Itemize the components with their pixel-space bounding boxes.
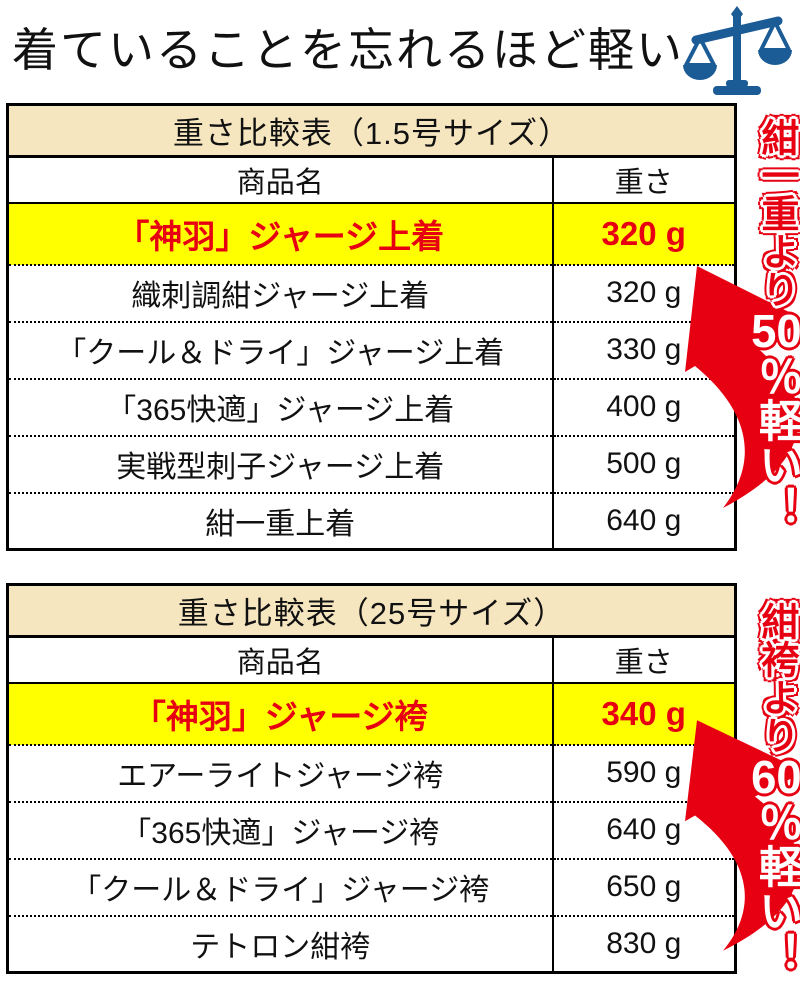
callout-60-percent-lighter: 紺袴より60％軽い！ [741,602,800,976]
table-row: テトロン紺袴 830 g [7,914,736,973]
column-header-weight: 重さ [552,636,736,684]
column-header-weight: 重さ [552,156,736,204]
product-name-cell: テトロン紺袴 [7,914,554,973]
table-row: 織刺調紺ジャージ上着 320 g [7,263,736,322]
table-caption-row: 重さ比較表（25号サイズ） [7,584,736,638]
product-name-cell: 「神羽」ジャージ上着 [7,202,554,265]
weight-cell: 640 g [552,491,736,550]
column-header-product: 商品名 [7,636,554,684]
callout-50-percent-lighter: 紺一重より50％軽い！ [741,118,800,530]
column-header-product: 商品名 [7,156,554,204]
weight-cell: 320 g [552,202,736,265]
table-caption: 重さ比較表（1.5号サイズ） [7,104,736,158]
product-name-cell: 実戦型刺子ジャージ上着 [7,434,554,493]
table-row-highlight: 「神羽」ジャージ上着 320 g [7,202,736,265]
product-name-cell: 「神羽」ジャージ袴 [7,682,554,745]
weight-cell: 830 g [552,914,736,973]
product-name-cell: 紺一重上着 [7,491,554,550]
table-row: 実戦型刺子ジャージ上着 500 g [7,434,736,493]
weight-cell: 340 g [552,682,736,745]
product-name-cell: 「クール＆ドライ」ジャージ袴 [7,857,554,916]
weight-cell: 400 g [552,377,736,436]
page-title: 着ていることを忘れるほど軽い [12,25,684,76]
table-row-highlight: 「神羽」ジャージ袴 340 g [7,682,736,745]
weight-cell: 650 g [552,857,736,916]
table-caption-row: 重さ比較表（1.5号サイズ） [7,104,736,158]
product-name-cell: 「365快適」ジャージ上着 [7,377,554,436]
balance-scale-icon [683,6,792,95]
table-caption: 重さ比較表（25号サイズ） [7,584,736,638]
table-row: 「クール＆ドライ」ジャージ袴 650 g [7,857,736,916]
table-row: 「365快適」ジャージ上着 400 g [7,377,736,436]
product-name-cell: 「365快適」ジャージ袴 [7,800,554,859]
callout-label: 紺一重より [755,118,797,308]
table-row: 紺一重上着 640 g [7,491,736,550]
product-name-cell: エアーライトジャージ袴 [7,743,554,802]
weight-comparison-table-hakama: 重さ比較表（25号サイズ） 商品名 重さ 「神羽」ジャージ袴 340 g エアー… [6,583,737,974]
callout-label: 紺袴より [755,602,797,754]
red-swoosh-arrow-up-jackets [685,266,800,508]
table-row: 「クール＆ドライ」ジャージ上着 330 g [7,320,736,379]
weight-comparison-table-jackets: 重さ比較表（1.5号サイズ） 商品名 重さ 「神羽」ジャージ上着 320 g 織… [6,103,737,551]
product-name-cell: 「クール＆ドライ」ジャージ上着 [7,320,554,379]
product-name-cell: 織刺調紺ジャージ上着 [7,263,554,322]
table-header-row: 商品名 重さ [7,636,736,684]
callout-percentage: 50％軽い！ [751,308,800,530]
table-header-row: 商品名 重さ [7,156,736,204]
callout-percentage: 60％軽い！ [751,754,800,976]
weight-cell: 500 g [552,434,736,493]
table-row: 「365快適」ジャージ袴 640 g [7,800,736,859]
red-swoosh-arrow-up-hakama [685,720,800,951]
table-row: エアーライトジャージ袴 590 g [7,743,736,802]
